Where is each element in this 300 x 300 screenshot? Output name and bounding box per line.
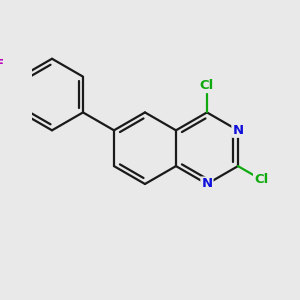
Text: Cl: Cl: [254, 173, 268, 186]
Text: N: N: [232, 124, 244, 137]
Text: F: F: [0, 58, 4, 70]
Text: Cl: Cl: [200, 79, 214, 92]
Text: N: N: [201, 178, 212, 190]
